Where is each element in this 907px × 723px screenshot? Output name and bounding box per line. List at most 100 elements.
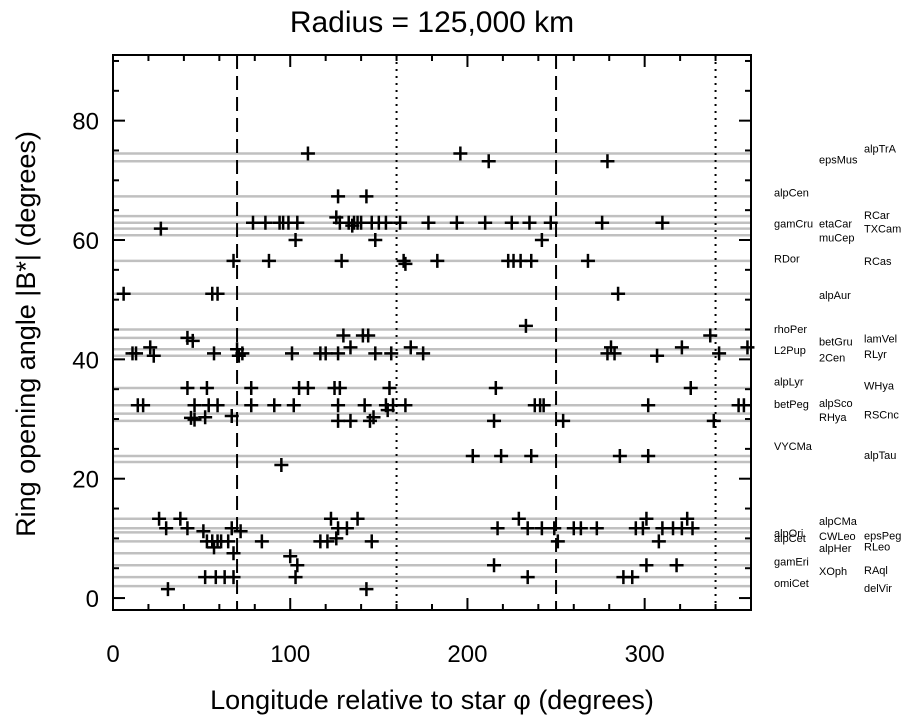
data-point-plus: [520, 570, 535, 585]
data-point-plus: [416, 346, 431, 361]
star-label: alpCMa: [819, 516, 858, 528]
y-tick-label: 80: [72, 109, 99, 136]
star-label: 2Cen: [819, 353, 845, 365]
star-label: RAql: [864, 565, 888, 577]
x-axis-label: Longitude relative to star φ (degrees): [210, 685, 654, 715]
x-tick-label: 200: [447, 641, 487, 668]
star-label: RDor: [774, 254, 800, 266]
star-label: gamCru: [774, 218, 813, 230]
data-point-plus: [651, 534, 666, 549]
data-point-plus: [323, 511, 338, 526]
data-point-plus: [231, 348, 246, 363]
data-point-plus: [246, 215, 261, 230]
vertical-reference-lines: [236, 55, 717, 610]
data-point-plus: [393, 215, 408, 230]
data-point-plus: [490, 521, 505, 536]
data-point-plus: [403, 340, 418, 355]
data-point-plus: [261, 253, 276, 268]
star-label: WHya: [864, 381, 895, 393]
data-point-plus: [386, 398, 401, 413]
data-point-plus: [290, 215, 305, 230]
data-point-plus: [159, 521, 174, 536]
data-point-plus: [350, 511, 365, 526]
star-label: RCas: [864, 256, 892, 268]
data-point-plus: [288, 233, 303, 247]
x-tick-label: 300: [625, 641, 665, 668]
data-point-plus: [331, 189, 346, 204]
star-labels: alpTrA epsMus alpCen gamCru etaCar RCar TXCamm…: [774, 144, 901, 595]
data-point-plus: [449, 215, 464, 230]
data-point-plus: [740, 340, 755, 355]
data-point-plus: [258, 215, 273, 230]
data-point-plus: [368, 233, 383, 247]
data-point-plus: [116, 286, 131, 301]
data-point-plus: [366, 410, 381, 425]
data-point-plus: [210, 398, 225, 413]
data-point-plus: [706, 413, 721, 428]
data-point-plus: [595, 215, 610, 230]
data-point-plus: [703, 328, 718, 343]
data-point-plus: [669, 558, 684, 573]
data-point-plus: [146, 348, 161, 363]
data-point-plus: [129, 346, 144, 361]
data-point-plus: [534, 521, 549, 536]
star-label: rhoPer: [774, 324, 807, 336]
star-label: delVir: [864, 583, 892, 595]
star-label: lamVel: [864, 333, 897, 345]
data-point-plus: [430, 253, 445, 268]
data-point-plus: [382, 381, 397, 395]
data-point-plus: [331, 346, 346, 361]
star-label: alpCet: [774, 533, 806, 545]
data-point-plus: [320, 534, 335, 549]
star-label: alpHer: [819, 543, 852, 555]
data-point-plus: [221, 534, 236, 549]
data-point-plus: [683, 381, 698, 395]
data-point-plus: [244, 381, 259, 395]
data-point-plus: [160, 582, 175, 597]
star-label: alpCen: [774, 187, 809, 199]
data-point-plus: [152, 511, 167, 526]
data-point-plus: [398, 256, 413, 271]
data-point-plus: [180, 381, 195, 395]
data-point-plus: [384, 346, 399, 361]
data-point-plus: [368, 346, 383, 361]
data-point-plus: [185, 333, 200, 348]
data-point-plus: [187, 412, 202, 427]
star-label: RSCnc: [864, 409, 899, 421]
data-point-plus: [284, 346, 299, 361]
data-point-plus: [511, 511, 526, 526]
data-point-plus: [655, 215, 670, 230]
data-point-plus: [639, 511, 654, 526]
data-point-plus: [334, 253, 349, 268]
x-tick-label: 0: [106, 641, 119, 668]
gray-reference-lines: [113, 152, 751, 588]
data-point-plus: [226, 253, 241, 268]
data-point-plus: [680, 511, 695, 526]
y-tick-label: 0: [86, 586, 99, 613]
data-point-plus: [207, 346, 222, 361]
data-point-plus: [339, 521, 354, 536]
data-point-plus: [641, 398, 656, 413]
data-point-plus: [180, 521, 195, 536]
star-label: gamEri: [774, 557, 809, 569]
data-point-plus: [611, 286, 626, 301]
data-point-plus: [290, 558, 305, 573]
data-point-plus: [481, 154, 496, 169]
data-point-plus: [359, 582, 374, 597]
data-point-plus: [589, 521, 604, 536]
data-point-plus: [153, 221, 168, 236]
data-point-plus: [635, 521, 650, 536]
data-point-plus: [364, 534, 379, 549]
y-axis-label: Ring opening angle |B*| (degrees): [11, 131, 41, 537]
data-point-plus: [254, 534, 269, 549]
data-point-plus: [487, 558, 502, 573]
data-point-plus: [300, 381, 315, 395]
star-label: betGru: [819, 336, 853, 348]
data-point-plus: [518, 318, 533, 333]
data-point-plus: [504, 215, 519, 230]
data-point-plus: [274, 457, 289, 472]
y-tick-label: 20: [72, 467, 99, 494]
data-point-plus: [288, 570, 303, 585]
star-label: XOph: [819, 566, 847, 578]
data-point-plus: [580, 253, 595, 268]
